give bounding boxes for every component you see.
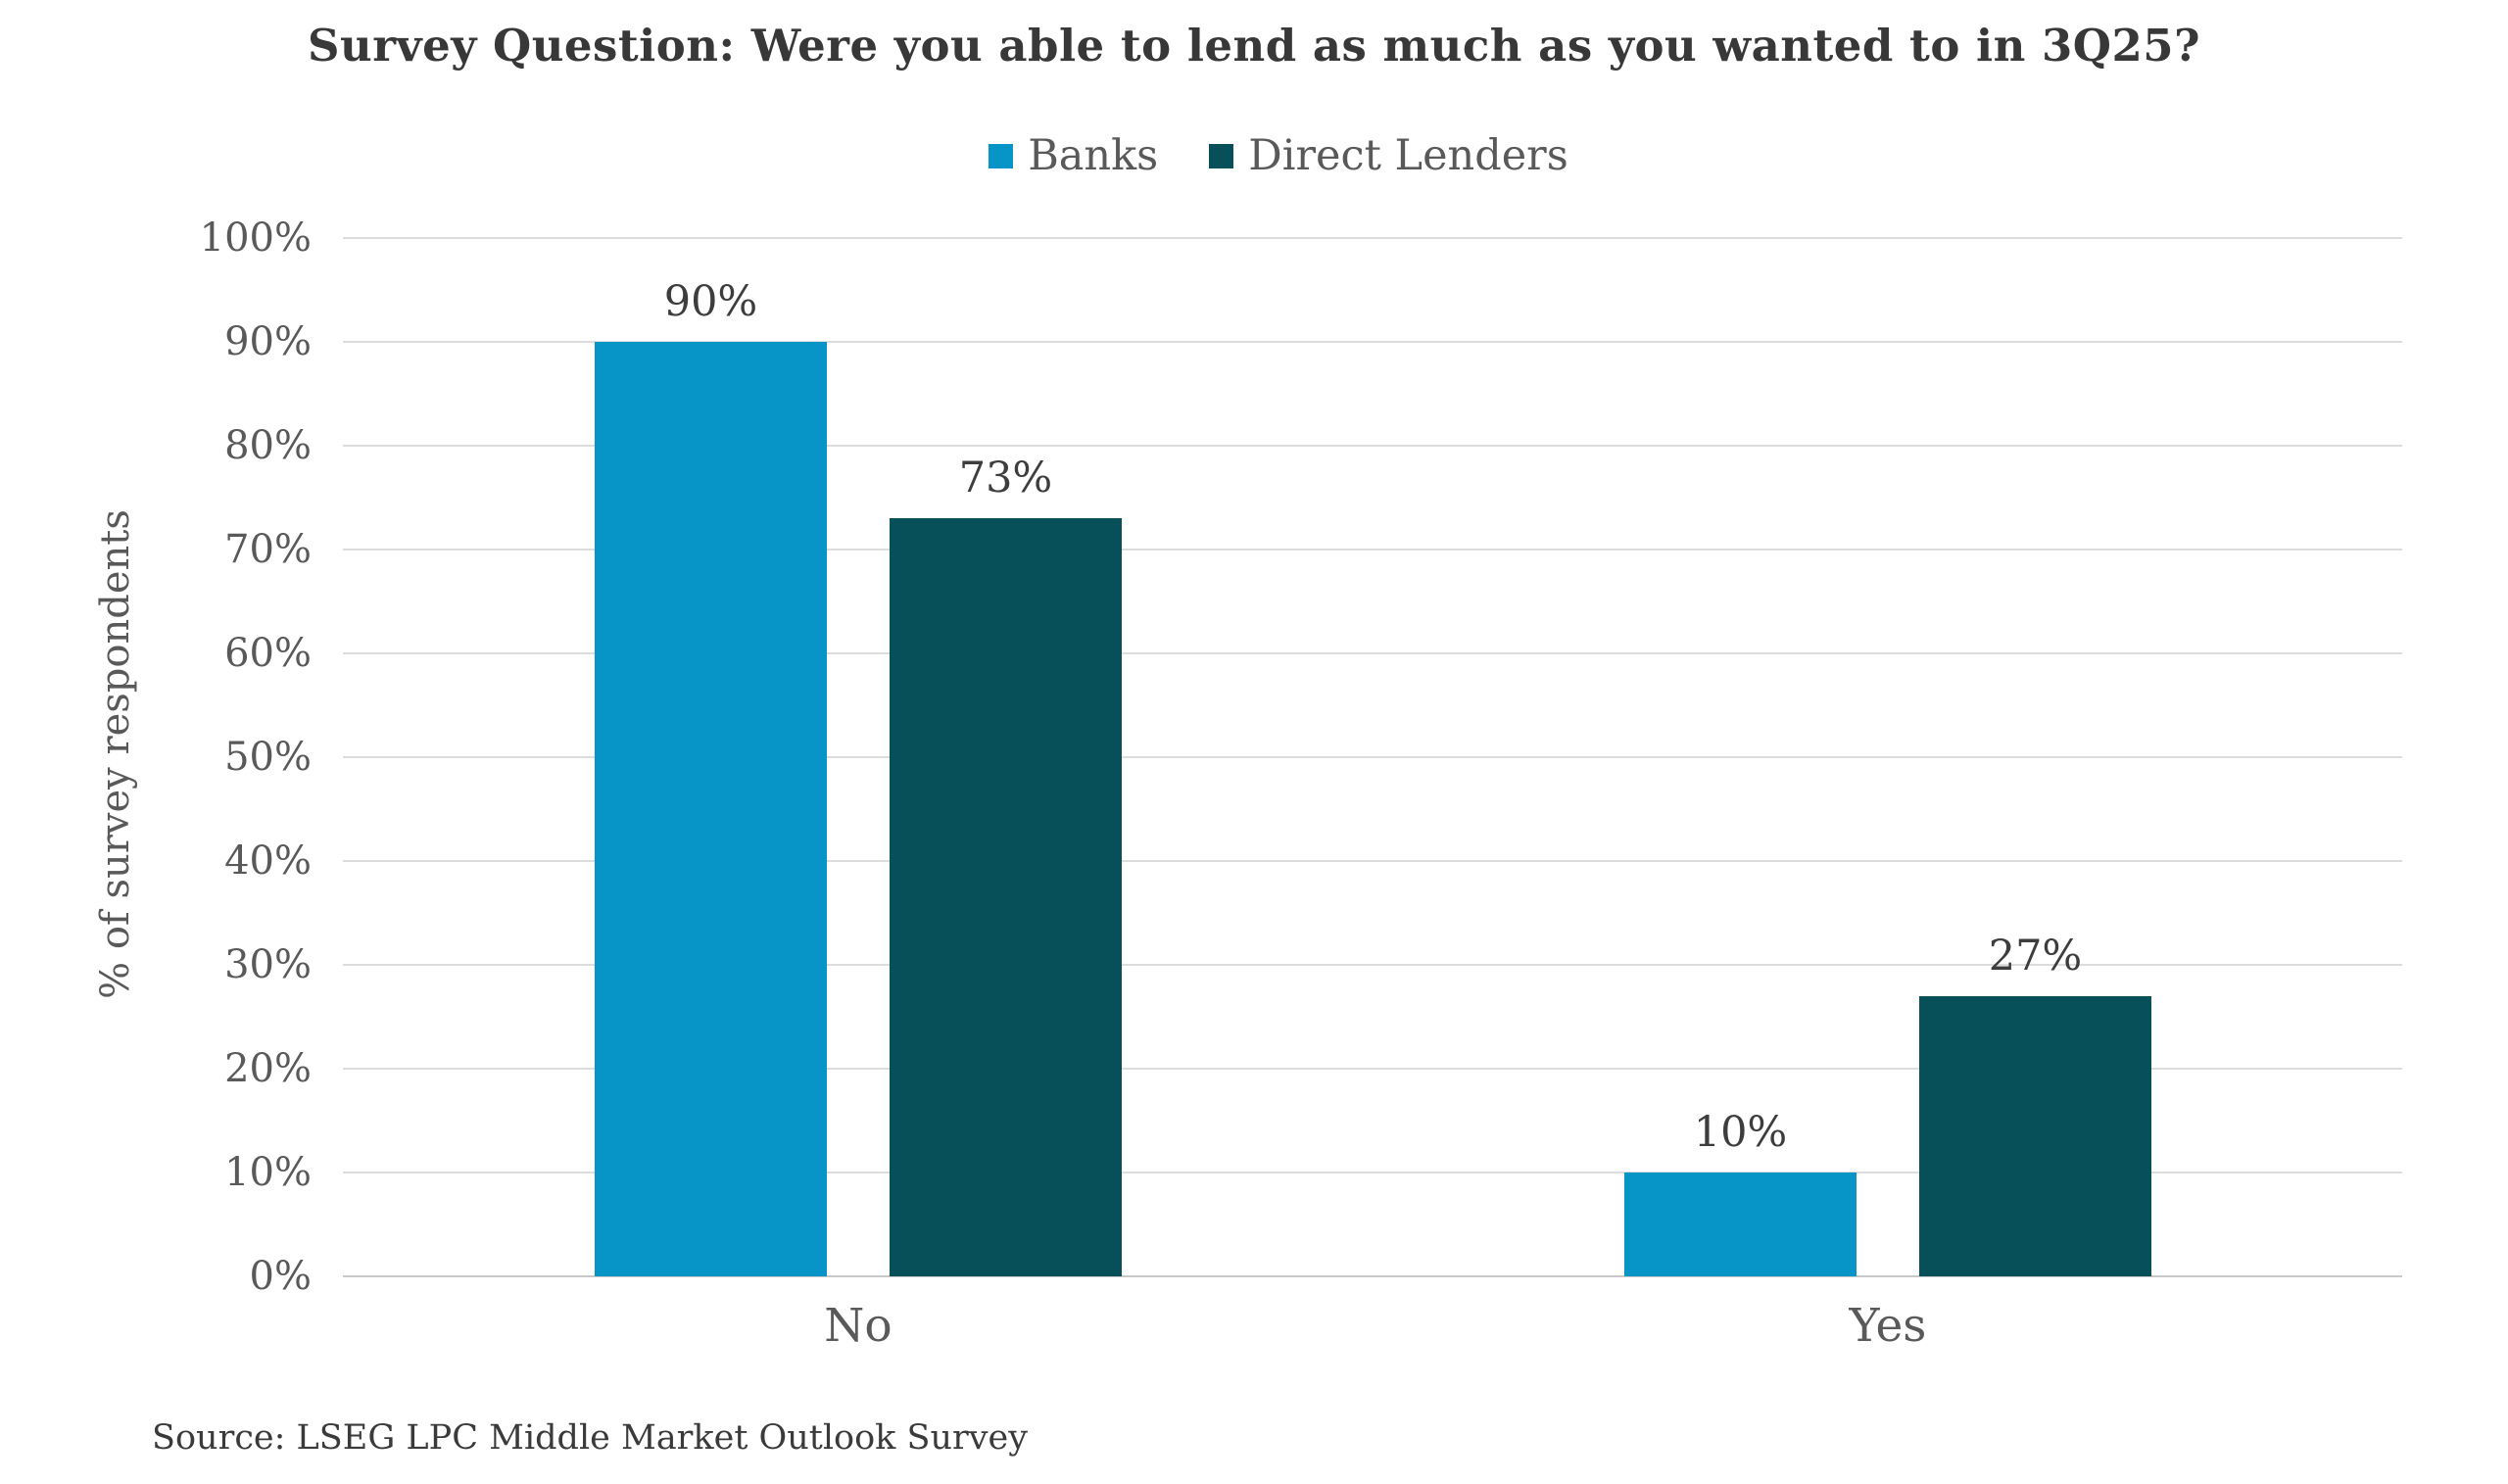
legend-item-direct-lenders: Direct Lenders [1209, 135, 1568, 177]
y-tick-label-30: 30% [224, 942, 312, 987]
gridline-10 [343, 1172, 2402, 1173]
bar-banks-no [595, 342, 827, 1276]
data-label-direct-lenders-no: 73% [958, 454, 1053, 503]
data-label-banks-no: 90% [663, 277, 758, 326]
gridline-100 [343, 237, 2402, 239]
gridline-50 [343, 756, 2402, 758]
y-tick-label-10: 10% [224, 1150, 312, 1195]
y-tick-label-40: 40% [224, 838, 312, 884]
y-tick-label-70: 70% [224, 527, 312, 572]
chart-title: Survey Question: Were you able to lend a… [308, 20, 2200, 72]
gridline-60 [343, 652, 2402, 654]
y-tick-label-0: 0% [249, 1254, 312, 1299]
gridline-70 [343, 549, 2402, 551]
legend-label-direct-lenders: Direct Lenders [1248, 131, 1568, 180]
legend: Banks Direct Lenders [0, 135, 2508, 177]
y-tick-label-80: 80% [224, 423, 312, 468]
y-tick-label-100: 100% [199, 215, 312, 261]
data-label-banks-yes: 10% [1693, 1108, 1788, 1157]
source-note: Source: LSEG LPC Middle Market Outlook S… [152, 1418, 1029, 1458]
gridline-80 [343, 445, 2402, 447]
y-tick-label-90: 90% [224, 319, 312, 364]
bar-direct-lenders-no [890, 518, 1122, 1276]
plot-area: 90% 10% 73% 27% [343, 237, 2402, 1277]
legend-swatch-icon-direct-lenders [1209, 144, 1234, 168]
bar-banks-yes [1624, 1173, 1857, 1276]
gridline-40 [343, 860, 2402, 862]
legend-swatch-icon-banks [989, 144, 1014, 168]
y-tick-label-60: 60% [224, 631, 312, 676]
y-tick-label-50: 50% [224, 735, 312, 780]
gridline-30 [343, 964, 2402, 966]
y-tick-label-20: 20% [224, 1046, 312, 1091]
x-axis-line [343, 1275, 2402, 1277]
data-label-direct-lenders-yes: 27% [1988, 931, 2083, 981]
bar-direct-lenders-yes [1919, 995, 2151, 1276]
gridline-90 [343, 341, 2402, 343]
x-label-yes: Yes [1849, 1299, 1927, 1353]
legend-label-banks: Banks [1028, 131, 1159, 180]
gridline-20 [343, 1068, 2402, 1070]
x-label-no: No [824, 1299, 892, 1353]
legend-item-banks: Banks [989, 135, 1158, 177]
